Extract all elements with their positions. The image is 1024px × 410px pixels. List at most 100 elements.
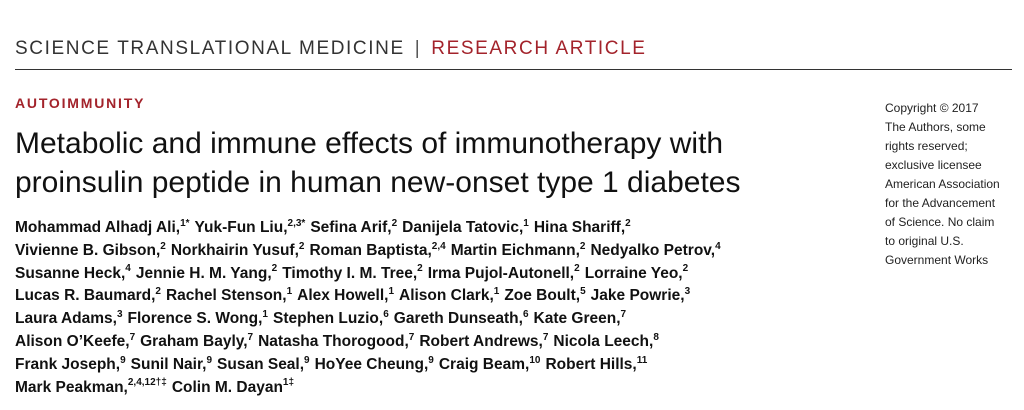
- author-name: Natasha Thorogood,: [258, 332, 409, 350]
- author-name: Lucas R. Baumard,: [15, 287, 156, 305]
- author: Sefina Arif,2: [310, 217, 402, 236]
- author-line: Mohammad Alhadj Ali,1* Yuk-Fun Liu,2,3* Se…: [15, 217, 726, 240]
- author-name: Graham Bayly,: [140, 332, 248, 350]
- separator: |: [414, 38, 422, 59]
- author: Colin M. Dayan1‡: [171, 377, 299, 396]
- author-name: HoYee Cheung,: [314, 355, 429, 373]
- author-name: Danijela Tatovic,: [402, 219, 524, 236]
- author: Florence S. Wong,1: [128, 310, 273, 328]
- affiliation: 1: [388, 286, 394, 298]
- affiliation: 10: [529, 354, 541, 366]
- affiliation: 9: [428, 354, 434, 366]
- affiliation: 2,4,12†‡: [127, 377, 167, 389]
- author: Nedyalko Petrov,4: [590, 241, 725, 259]
- affiliation: 7: [542, 331, 549, 343]
- author-line: Mark Peakman,2,4,12†‡ Colin M. Dayan1‡: [15, 377, 726, 400]
- author-line: Susanne Heck,4 Jennie H. M. Yang,2 Timothy…: [15, 263, 726, 286]
- author: Norkhairin Yusuf,2: [171, 240, 310, 259]
- author: Zoe Boult,5: [504, 286, 590, 305]
- author: Irma Pujol-Autonell,2: [427, 264, 585, 282]
- author-name: Timothy I. M. Tree,: [282, 264, 418, 282]
- author-name: Colin M. Dayan: [171, 378, 283, 396]
- affiliation: 2: [417, 263, 423, 275]
- affiliation: 8: [653, 331, 659, 343]
- author-name: Sunil Nair,: [130, 355, 207, 373]
- author: Jake Powrie,3: [590, 287, 695, 305]
- author: Mark Peakman,2,4,12†‡: [15, 377, 172, 396]
- affiliation: 7: [620, 309, 627, 321]
- author: Rachel Stenson,1: [165, 286, 297, 305]
- affiliation: 2,3*: [287, 217, 306, 229]
- affiliation: 6: [383, 309, 389, 321]
- author: Kate Green,7: [533, 309, 632, 328]
- author: Alison Clark,1: [399, 286, 504, 305]
- copyright: Copyright © 2017 The Authors, some rights …: [885, 99, 1000, 270]
- affiliation: 3: [116, 309, 123, 321]
- author-line: Vivienne B. Gibson,2 Norkhairin Yusuf,2 Ro…: [15, 240, 726, 263]
- author-line: Laura Adams,3 Florence S. Wong,1 Stephen L…: [15, 308, 726, 331]
- author-name: Irma Pujol-Autonell,: [427, 264, 575, 282]
- copyright-line: for the Advancement: [885, 196, 996, 210]
- author: Craig Beam,10: [438, 354, 546, 373]
- author: Sunil Nair,9: [130, 355, 217, 373]
- title-line: Metabolic and immune effects of immunoth…: [15, 127, 724, 160]
- affiliation: 2,4: [431, 240, 446, 252]
- affiliation: 2: [682, 263, 689, 275]
- author-name: Stephen Luzio,: [272, 310, 384, 328]
- author-name: Jake Powrie,: [590, 287, 685, 305]
- author-name: Robert Andrews,: [419, 332, 543, 350]
- author: Hina Shariff,2: [533, 217, 636, 236]
- article-type: RESEARCH ARTICLE: [431, 38, 647, 59]
- author: Martin Eichmann,2: [451, 241, 591, 259]
- author: Nicola Leech,8: [553, 331, 664, 350]
- affiliation: 1*: [180, 217, 190, 229]
- copyright-line: rights reserved;: [885, 139, 968, 153]
- author-name: Laura Adams,: [15, 310, 117, 328]
- author-name: Yuk-Fun Liu,: [194, 219, 288, 236]
- copyright-line: to original U.S.: [885, 234, 964, 248]
- author: Susan Seal,9: [217, 354, 315, 373]
- author-name: Alison O’Keefe,: [15, 332, 130, 350]
- affiliation: 4: [125, 263, 131, 275]
- author-name: Kate Green,: [533, 310, 621, 328]
- author: Alex Howell,1: [297, 286, 399, 305]
- author: Laura Adams,3: [15, 309, 128, 328]
- author-name: Alex Howell,: [297, 287, 389, 305]
- affiliation: 11: [636, 354, 648, 366]
- author-name: Susanne Heck,: [15, 264, 126, 282]
- affiliation: 5: [580, 286, 586, 298]
- author-name: Rachel Stenson,: [165, 287, 287, 305]
- author: Danijela Tatovic,1: [402, 218, 534, 236]
- affiliation: 7: [408, 331, 415, 343]
- affiliation: 2: [155, 286, 161, 298]
- author-line: Alison O’Keefe,7 Graham Bayly,7 Natasha Th…: [15, 331, 726, 354]
- author: Alison O’Keefe,7: [15, 331, 140, 350]
- author-name: Nicola Leech,: [553, 332, 654, 350]
- affiliation: 1: [493, 286, 500, 298]
- affiliation: 2: [271, 263, 278, 275]
- author: Stephen Luzio,6: [272, 309, 394, 328]
- author-name: Craig Beam,: [438, 355, 530, 373]
- affiliation: 2: [160, 240, 166, 252]
- author: Natasha Thorogood,7: [258, 331, 419, 350]
- affiliation: 9: [304, 354, 310, 366]
- affiliation: 2: [625, 217, 631, 229]
- affiliation: 7: [129, 331, 136, 343]
- author-name: Hina Shariff,: [533, 219, 626, 236]
- author: Yuk-Fun Liu,2,3*: [194, 217, 311, 236]
- author-name: Vivienne B. Gibson,: [15, 241, 161, 259]
- author-line: Lucas R. Baumard,2 Rachel Stenson,1 Alex H…: [15, 285, 726, 308]
- author: Jennie H. M. Yang,2: [136, 263, 282, 282]
- author-line: Frank Joseph,9 Sunil Nair,9 Susan Seal,9 Ho…: [15, 354, 726, 377]
- affiliation: 2: [391, 217, 398, 229]
- author: Roman Baptista,2,4: [309, 240, 450, 259]
- affiliation: 1‡: [282, 377, 295, 389]
- author: Vivienne B. Gibson,2: [15, 240, 171, 259]
- author-name: Susan Seal,: [217, 355, 305, 373]
- author-name: Frank Joseph,: [15, 355, 121, 373]
- affiliation: 1: [286, 286, 293, 298]
- section-label: AUTOIMMUNITY: [15, 95, 146, 111]
- author-name: Nedyalko Petrov,: [590, 241, 716, 259]
- affiliation: 2: [298, 240, 305, 252]
- author: Mohammad Alhadj Ali,1*: [15, 217, 195, 236]
